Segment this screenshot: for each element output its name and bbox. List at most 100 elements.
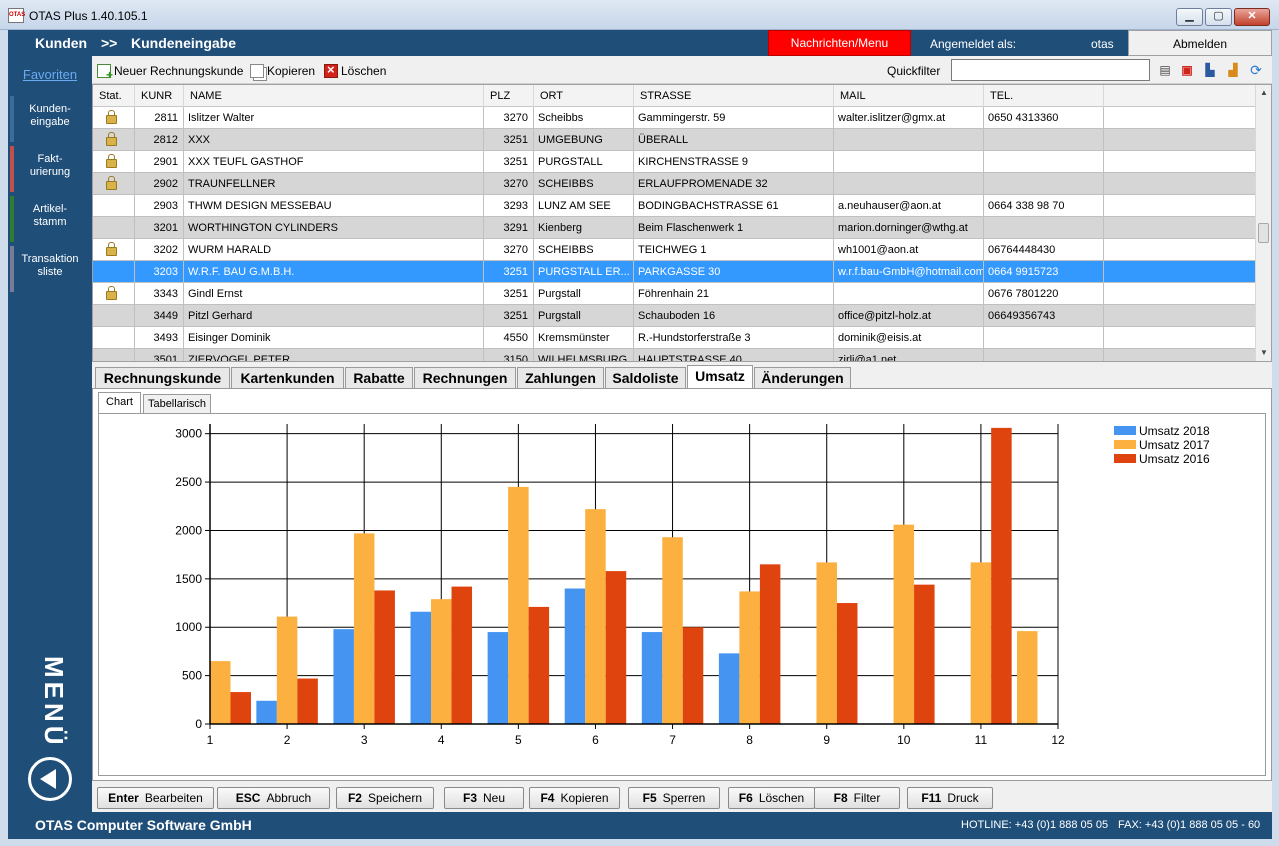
fkey-f2-button[interactable]: F2 Speichern [336,787,434,809]
sidebar-item-kundeneingabe[interactable]: Kunden- eingabe [8,96,92,142]
table-row[interactable]: 2903 THWM DESIGN MESSEBAU 3293 LUNZ AM SEE B… [93,195,1255,217]
lock-icon [106,286,117,300]
table-row[interactable]: 3201 WORTHINGTON CYLINDERS 3291 Kienberg Bei… [93,217,1255,239]
sidebar-item-label: Artikel- [32,203,68,215]
cell-name: WURM HARALD [184,239,484,261]
table-row[interactable]: 3343 Gindl Ernst 3251 Purgstall Föhrenhain 2… [93,283,1255,305]
new-customer-button[interactable]: Neuer Rechnungskunde [97,62,243,82]
bar-2016 [991,427,1012,724]
sidebar-item-transaktionsliste[interactable]: Transaktion sliste [8,246,92,292]
sidebar-item-fakturierung[interactable]: Fakt- urierung [8,146,92,192]
function-key-bar: Enter Bearbeiten ESC Abbruch F2 Speichern F3 Ne… [92,785,1272,811]
cell-kunr: 3202 [135,239,184,261]
column-header-name[interactable]: NAME [184,85,484,107]
back-arrow-icon[interactable] [28,757,72,801]
sidebar-item-label: sliste [37,266,63,278]
table-row[interactable]: 3202 WURM HARALD 3270 SCHEIBBS TEICHWEG 1 wh1… [93,239,1255,261]
menu-label[interactable]: MENÜ [39,656,69,749]
fkey-f5-button[interactable]: F5 Sperren [628,787,720,809]
subtab-chart[interactable]: Chart [98,392,141,414]
x-tick-label: 1 [207,733,214,747]
fkey-f6-button[interactable]: F6 Löschen [728,787,815,809]
y-tick-label: 0 [195,717,202,731]
bar-2016 [682,627,704,724]
excel-icon[interactable]: ▟ [1228,63,1238,77]
news-menu-button[interactable]: Nachrichten/Menu [768,30,911,56]
fkey-label: Löschen [758,791,805,805]
vertical-scrollbar[interactable]: ▲ ▼ [1255,85,1271,361]
cell-name: XXX [184,129,484,151]
table-row[interactable]: 2901 XXX TEUFL GASTHOF 3251 PURGSTALL KIRCHE… [93,151,1255,173]
table-row[interactable]: 2811 Islitzer Walter 3270 Scheibbs Gamminger… [93,107,1255,129]
copy-button[interactable]: Kopieren [250,62,315,80]
tab-kartenkunden[interactable]: Kartenkunden [231,367,344,388]
pdf-icon[interactable]: ▣ [1181,63,1193,77]
tab-rechnungskunde[interactable]: Rechnungskunde [95,367,230,388]
refresh-icon[interactable]: ⟳ [1250,62,1262,78]
tab-umsatz[interactable]: Umsatz [687,365,753,389]
tab-rechnungen[interactable]: Rechnungen [414,367,516,388]
cell-ort: Purgstall [534,305,634,327]
tab-rabatte[interactable]: Rabatte [345,367,413,388]
fkey-f8-button[interactable]: F8 Filter [814,787,900,809]
fkey-label: Sperren [662,791,706,805]
status-cell [93,129,135,151]
scroll-thumb[interactable] [1258,223,1269,243]
table-row[interactable]: 3203 W.R.F. BAU G.M.B.H. 3251 PURGSTALL ER.… [93,261,1255,283]
column-header-kunr[interactable]: KUNR [135,85,184,107]
sidebar-item-artikelstamm[interactable]: Artikel- stamm [8,196,92,242]
fkey-f11-button[interactable]: F11 Druck [907,787,993,809]
minimize-button[interactable]: ▁ [1176,8,1203,26]
breadcrumb-section[interactable]: Kunden [35,35,88,51]
app-icon: OTAS [8,8,25,23]
table-row[interactable]: 3493 Eisinger Dominik 4550 Kremsmünster R.-H… [93,327,1255,349]
fkey-enter-button[interactable]: Enter Bearbeiten [97,787,214,809]
tab-zahlungen[interactable]: Zahlungen [517,367,604,388]
cell-kunr: 2812 [135,129,184,151]
fkey-f4-button[interactable]: F4 Kopieren [529,787,620,809]
cell-tel: 06649356743 [984,305,1104,327]
export-icon[interactable]: ▙ [1205,63,1215,77]
tab-saldoliste[interactable]: Saldoliste [605,367,686,388]
delete-label: Löschen [341,64,387,78]
printer-icon[interactable]: ▤ [1159,63,1171,77]
scroll-down-icon[interactable]: ▼ [1260,348,1268,357]
bar-2018 [641,632,663,724]
tab-aenderungen[interactable]: Änderungen [754,367,851,388]
column-header-locked[interactable]: Stat. [93,85,135,107]
cell-mail [834,283,984,305]
quickfilter-input[interactable] [951,59,1150,81]
scroll-up-icon[interactable]: ▲ [1260,88,1268,97]
sidebar-item-marker [10,96,14,142]
bar-2017 [970,562,992,724]
table-row[interactable]: 2812 XXX 3251 UMGEBUNG ÜBERALL [93,129,1255,151]
fkey-f3-button[interactable]: F3 Neu [444,787,524,809]
column-header-mail[interactable]: MAIL [834,85,984,107]
cell-ort: Kienberg [534,217,634,239]
column-header-ort[interactable]: ORT [534,85,634,107]
logout-button[interactable]: Abmelden [1128,30,1272,56]
column-header-strasse[interactable]: STRASSE [634,85,834,107]
fkey-key: ESC [235,791,261,805]
table-row[interactable]: 2902 TRAUNFELLNER 3270 SCHEIBBS ERLAUFPROMEN… [93,173,1255,195]
bar-2017 [893,524,915,724]
maximize-button[interactable]: ▢ [1205,8,1232,26]
table-row[interactable]: 3449 Pitzl Gerhard 3251 Purgstall Schauboden… [93,305,1255,327]
breadcrumb-separator: >> [101,35,118,51]
subtab-tabellarisch[interactable]: Tabellarisch [143,394,211,413]
toolbar: Neuer Rechnungskunde Kopieren Löschen Qu… [92,56,1272,84]
lock-icon [106,242,117,256]
table-row[interactable]: 3501 ZIERVOGEL PETER 3150 WILHELMSBURG HAUPT… [93,349,1255,361]
legend-swatch [1114,426,1136,435]
column-header-plz[interactable]: PLZ [484,85,534,107]
fkey-esc-button[interactable]: ESC Abbruch [217,787,330,809]
legend-label: Umsatz 2018 [1139,424,1210,438]
close-button[interactable]: ✕ [1234,8,1270,26]
fkey-key: F5 [642,791,657,805]
delete-button[interactable]: Löschen [324,62,386,80]
column-header-tel[interactable]: TEL. [984,85,1104,107]
cell-filler [1104,305,1255,327]
copy-icon [250,64,264,78]
bar-2017 [1017,631,1038,724]
favorites-link[interactable]: Favoriten [22,67,78,82]
